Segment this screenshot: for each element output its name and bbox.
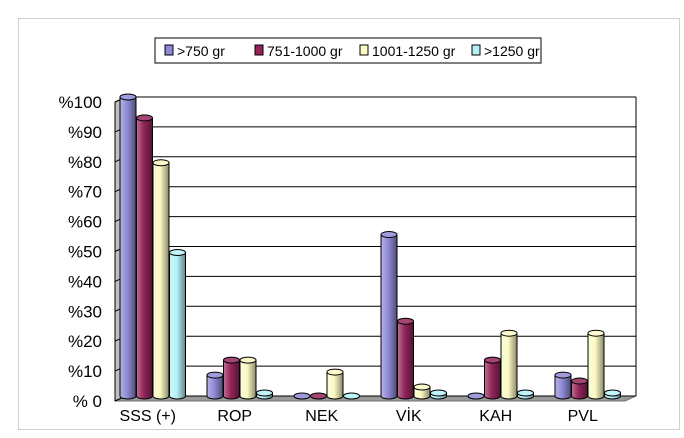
bar-body <box>206 374 224 400</box>
bar-top <box>326 368 344 376</box>
bar-body <box>397 320 414 400</box>
bar-top <box>136 114 153 122</box>
bars <box>119 93 621 400</box>
legend-swatch <box>471 44 481 56</box>
legend-label: 751-1000 gr <box>267 43 343 59</box>
legend-swatch <box>164 44 174 56</box>
y-tick-label: %10 <box>68 362 102 381</box>
y-tick-label: %70 <box>68 183 102 202</box>
legend: >750 gr 751-1000 gr 1001-1250 gr >1250 gr <box>154 37 542 64</box>
y-tick-label: %30 <box>68 302 102 321</box>
x-tick-label: NEK <box>305 408 338 425</box>
x-tick-label: VİK <box>396 406 422 425</box>
y-tick-label: %100 <box>59 93 102 112</box>
y-tick-label: %40 <box>68 272 102 291</box>
bar-top <box>206 371 224 379</box>
bar-body <box>136 117 153 400</box>
bar <box>467 392 485 400</box>
bar-body <box>326 371 344 400</box>
bar-body <box>223 359 240 400</box>
bar-top <box>119 93 137 101</box>
y-tick-label: %80 <box>68 153 102 172</box>
bar-top <box>239 356 257 364</box>
bar-body <box>554 374 572 400</box>
legend-swatch <box>359 44 369 56</box>
bar-top <box>293 392 311 400</box>
bar <box>152 159 170 400</box>
chart-walls <box>114 96 637 402</box>
bar-top <box>554 371 572 379</box>
bar <box>326 368 344 400</box>
bar <box>430 389 447 400</box>
bar <box>256 389 273 400</box>
bar-top <box>517 389 534 397</box>
bar-top <box>571 377 588 385</box>
x-axis: SSS (+) ROP NEK VİK KAH PVL <box>120 406 598 425</box>
bar <box>484 356 501 400</box>
bar-top <box>380 231 398 239</box>
bar-top <box>397 317 414 325</box>
bar-body <box>239 359 257 400</box>
y-tick-label: %50 <box>68 243 102 262</box>
bar-top <box>604 389 621 397</box>
legend-label: >750 gr <box>177 43 225 59</box>
legend-label: >1250 gr <box>484 43 540 59</box>
y-tick-label: %90 <box>68 123 102 142</box>
bar <box>604 389 621 400</box>
y-axis: % 0 %10 %20 %30 %40 %50 %60 %70 %80 %90 %100 <box>59 93 102 411</box>
y-tick-label: %20 <box>68 332 102 351</box>
legend-label: 1001-1250 gr <box>372 43 456 59</box>
bar <box>500 329 518 400</box>
bar <box>223 356 240 400</box>
bar-body <box>119 96 137 400</box>
chart-frame <box>18 18 680 430</box>
bar <box>169 248 186 400</box>
bar <box>397 317 414 400</box>
x-tick-label: SSS (+) <box>120 408 176 425</box>
bar <box>517 389 534 400</box>
bar <box>309 392 328 400</box>
legend-swatch <box>254 44 264 56</box>
bar-body <box>152 162 170 400</box>
bar-top <box>310 392 327 400</box>
bar <box>119 93 137 400</box>
bar-top <box>484 356 501 364</box>
bar <box>293 392 311 400</box>
bar-top <box>467 392 485 400</box>
bar <box>342 392 361 400</box>
bar-top <box>587 329 605 337</box>
bar-body <box>587 332 605 400</box>
bar <box>239 356 257 400</box>
x-tick-label: ROP <box>217 408 252 425</box>
bar-top <box>169 248 186 256</box>
bar-top <box>430 389 447 397</box>
y-tick-label: %60 <box>68 213 102 232</box>
bar <box>136 114 153 400</box>
bar-top <box>152 159 170 167</box>
bar <box>571 377 588 400</box>
x-tick-label: KAH <box>479 408 512 425</box>
bar <box>587 329 605 400</box>
bar-top <box>343 392 360 400</box>
bar-body <box>380 234 398 400</box>
bar <box>206 371 224 400</box>
bar-body <box>484 359 501 400</box>
x-tick-label: PVL <box>568 408 598 425</box>
bar-top <box>256 389 273 397</box>
y-tick-label: % 0 <box>73 392 102 411</box>
bar-top <box>223 356 240 364</box>
bar-top <box>500 329 518 337</box>
bar <box>380 231 398 400</box>
bar-body <box>169 251 186 400</box>
bar-top <box>413 383 431 391</box>
bar <box>554 371 572 400</box>
bar-body <box>500 332 518 400</box>
bar <box>413 383 431 400</box>
